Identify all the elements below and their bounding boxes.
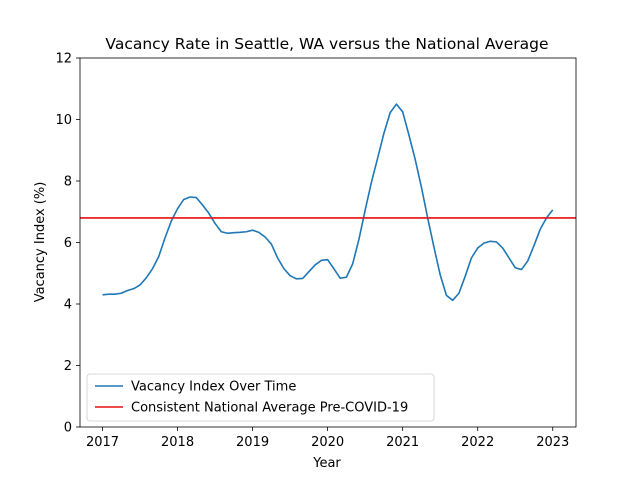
x-tick-label: 2019 <box>236 435 269 450</box>
legend-box <box>86 373 435 422</box>
vacancy-index-line <box>102 103 554 302</box>
legend-entry: Consistent National Average Pre-COVID-19 <box>131 401 408 416</box>
legend: Vacancy Index Over Time Consistent Nation… <box>86 373 435 422</box>
plot-area: 2017 2018 2019 2020 2021 2022 2023 0 2 4 6 8 10 12 <box>55 52 577 450</box>
y-tick-label: 8 <box>64 175 72 190</box>
plot-frame <box>79 57 577 428</box>
x-tick-label: 2022 <box>461 435 494 450</box>
legend-entry: Vacancy Index Over Time <box>131 380 296 395</box>
x-axis-label: Year <box>312 456 341 471</box>
y-tick-label: 10 <box>55 113 72 128</box>
chart-title: Vacancy Rate in Seattle, WA versus the N… <box>105 35 548 53</box>
y-tick-label: 6 <box>64 236 72 251</box>
y-axis-label: Vacancy Index (%) <box>33 182 48 303</box>
x-tick-label: 2017 <box>86 435 119 450</box>
y-tick-label: 2 <box>64 359 72 374</box>
x-tick-label: 2018 <box>161 435 194 450</box>
y-tick-label: 12 <box>55 52 72 67</box>
y-tick-label: 4 <box>64 298 72 313</box>
x-tick-label: 2020 <box>311 435 344 450</box>
x-tick-label: 2023 <box>536 435 569 450</box>
x-tick-label: 2021 <box>386 435 419 450</box>
y-tick-label: 0 <box>64 421 72 436</box>
